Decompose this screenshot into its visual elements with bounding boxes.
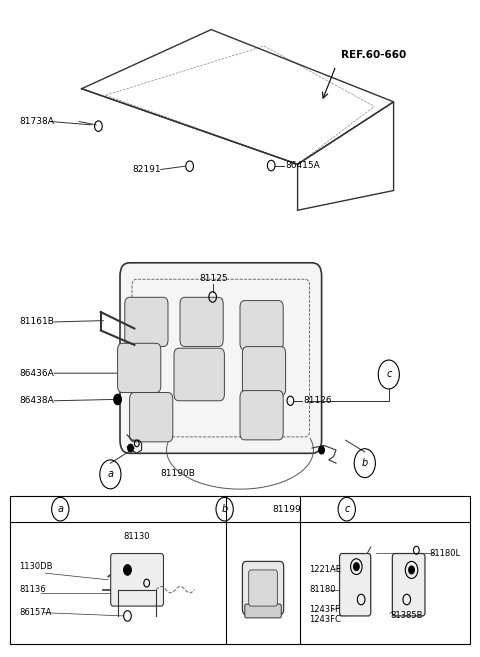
FancyBboxPatch shape	[245, 604, 281, 618]
Text: 1221AE: 1221AE	[310, 566, 341, 574]
Circle shape	[408, 566, 414, 574]
Circle shape	[124, 565, 132, 576]
Text: 86415A: 86415A	[286, 161, 320, 170]
FancyBboxPatch shape	[130, 393, 173, 442]
FancyBboxPatch shape	[392, 553, 425, 616]
Circle shape	[319, 446, 324, 454]
Text: c: c	[344, 504, 349, 514]
FancyBboxPatch shape	[242, 561, 284, 615]
FancyBboxPatch shape	[111, 553, 164, 606]
Circle shape	[114, 394, 121, 405]
Text: 1243FF: 1243FF	[310, 605, 340, 614]
Text: 81136: 81136	[19, 585, 46, 594]
Text: 81199: 81199	[273, 505, 301, 514]
FancyBboxPatch shape	[118, 344, 161, 393]
Text: 81180L: 81180L	[430, 549, 461, 558]
Text: 81125: 81125	[199, 273, 228, 283]
FancyBboxPatch shape	[339, 553, 371, 616]
Text: 1130DB: 1130DB	[19, 562, 53, 571]
Text: a: a	[57, 504, 63, 514]
Text: 81385B: 81385B	[390, 612, 422, 620]
Text: REF.60-660: REF.60-660	[341, 51, 406, 60]
Text: 81190A: 81190A	[242, 430, 276, 440]
Text: 82191: 82191	[132, 165, 161, 174]
Text: b: b	[221, 504, 228, 514]
Circle shape	[128, 444, 133, 452]
FancyBboxPatch shape	[240, 301, 283, 350]
Text: 86157A: 86157A	[19, 608, 51, 617]
Text: c: c	[386, 369, 392, 380]
Circle shape	[353, 562, 359, 570]
FancyBboxPatch shape	[120, 263, 322, 453]
FancyBboxPatch shape	[125, 297, 168, 347]
Text: 81180: 81180	[310, 585, 336, 594]
Text: 1243FC: 1243FC	[310, 615, 341, 623]
Text: 81190B: 81190B	[160, 468, 195, 478]
Text: 81130: 81130	[124, 532, 150, 541]
FancyBboxPatch shape	[242, 347, 286, 396]
FancyBboxPatch shape	[180, 297, 223, 347]
Text: 81126: 81126	[303, 396, 332, 405]
Bar	[10, 496, 470, 644]
FancyBboxPatch shape	[174, 348, 225, 401]
FancyBboxPatch shape	[240, 390, 283, 440]
Text: 81161B: 81161B	[19, 317, 54, 327]
Text: 81738A: 81738A	[19, 117, 54, 126]
FancyBboxPatch shape	[249, 570, 277, 606]
Text: 86438A: 86438A	[19, 396, 54, 405]
Text: a: a	[108, 469, 113, 480]
Text: 86436A: 86436A	[19, 369, 54, 378]
Text: b: b	[361, 458, 368, 468]
